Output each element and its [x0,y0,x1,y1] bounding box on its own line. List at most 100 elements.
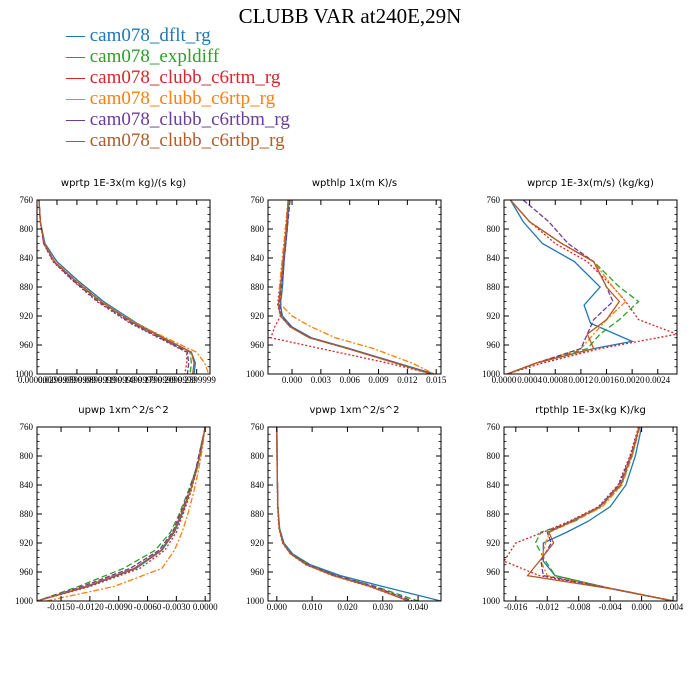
panel-title: wprcp 1E-3x(m/s) (kg/kg) [527,178,654,189]
legend-label: cam078_expldiff [89,46,220,67]
legend-item-c6rtp: — cam078_clubb_c6rtp_rg [66,88,290,109]
y-tick-label: 760 [251,422,265,432]
x-tick-label: -0.012 [536,602,559,612]
y-tick-label: 800 [487,451,501,461]
y-tick-label: 840 [251,253,265,263]
x-tick-label: 0.000 [267,602,288,612]
x-tick-label: 0.0599999 [58,375,97,385]
plot-frame [36,426,211,602]
series-line [38,200,188,374]
y-tick-label: 800 [251,451,265,461]
legend-label: cam078_dflt_rg [89,25,211,46]
panel-title: wpthlp 1x(m K)/s [312,178,397,189]
x-tick-label: -0.016 [504,602,528,612]
series-line [276,427,413,601]
y-tick-label: 800 [251,224,265,234]
y-tick-label: 760 [20,422,34,432]
series-line [46,427,206,601]
legend-marker: — [66,88,90,109]
series-line [534,427,674,601]
plot-frame [503,199,678,375]
series-line [506,200,621,374]
x-tick-label: 0.0020 [620,375,645,385]
x-tick-label: 0.0000 [492,375,517,385]
series-line [542,427,674,601]
series-line [37,427,206,601]
series-line [278,200,435,374]
series-line [38,200,190,374]
y-tick-label: 960 [487,567,501,577]
panel-1: wprtp 1E-3x(m kg)/(s kg) 760 800 840 880 920 9… [15,178,216,385]
y-tick-label: 840 [251,480,265,490]
x-tick-label: 0.0899999 [78,375,117,385]
y-tick-label: 960 [20,340,34,350]
x-tick-label: 0.2099999 [158,375,197,385]
y-tick-label: 1000 [482,596,501,606]
y-tick-label: 920 [20,311,34,321]
x-tick-label: 0.012 [397,375,417,385]
legend-item-c6rtbm: — cam078_clubb_c6rtbm_rg [66,109,290,130]
legend: — cam078_dflt_rg — cam078_expldiff — cam… [66,25,290,151]
series-line [278,200,433,374]
x-tick-label: 0.006 [340,375,361,385]
series-line [540,427,674,601]
series-line [276,427,441,601]
y-tick-label: 880 [487,282,501,292]
x-tick-label: 0.010 [302,602,323,612]
x-tick-label: -0.004 [599,602,623,612]
legend-item-dflt: — cam078_dflt_rg [66,25,290,46]
y-tick-label: 760 [20,195,34,205]
y-tick-label: 920 [251,538,265,548]
series-line [277,200,432,374]
series-line [37,427,206,601]
x-tick-label: 0.0004 [517,375,542,385]
x-tick-label: 0.030 [373,602,394,612]
series-line [276,427,410,601]
series-line [38,200,195,374]
y-tick-label: 960 [20,567,34,577]
x-tick-label: 0.000 [631,602,652,612]
panel-4: upwp 1xm^2/s^2 760 800 840 880 920 960 1000 -0.0… [15,405,218,612]
x-tick-label: 0.0012 [569,375,594,385]
panel-title: rtpthlp 1E-3x(kg K)/kg [535,405,646,416]
x-tick-label: -0.0060 [134,602,162,612]
series-line [277,200,432,374]
y-tick-label: 1000 [246,369,265,379]
y-tick-label: 760 [251,195,265,205]
plot-frame [503,426,678,602]
x-tick-label: -0.0150 [47,602,75,612]
x-tick-label: 0.0024 [645,375,670,385]
x-tick-label: -0.0030 [162,602,190,612]
y-tick-label: 920 [487,538,501,548]
x-tick-label: 0.0000 [193,602,218,612]
x-tick-label: 0.0016 [594,375,619,385]
x-tick-label: 0.020 [337,602,358,612]
panel-title: vpwp 1xm^2/s^2 [309,405,399,416]
panel-6: rtpthlp 1E-3x(kg K)/kg 760 800 840 880 920 960… [482,405,684,612]
legend-marker: — [66,25,90,46]
x-tick-label: -0.0120 [76,602,104,612]
series-line [276,427,419,601]
y-tick-label: 800 [20,224,34,234]
y-tick-label: 880 [251,509,265,519]
x-tick-label: -0.008 [567,602,591,612]
y-tick-label: 880 [20,509,34,519]
plot-frame [267,199,442,375]
y-tick-label: 1000 [246,596,265,606]
y-tick-label: 800 [20,451,34,461]
x-tick-label: 0.015 [426,375,447,385]
x-tick-label: 0.003 [311,375,332,385]
y-tick-label: 920 [487,311,501,321]
legend-item-expldiff: — cam078_expldiff [66,46,290,67]
x-tick-label: 0.004 [663,602,684,612]
legend-marker: — [66,109,90,130]
series-line [276,427,409,601]
series-line [540,427,675,601]
panel-2: wpthlp 1x(m K)/s 760 800 840 880 920 960 1000 0.… [246,178,447,385]
y-tick-label: 960 [251,340,265,350]
x-tick-label: -0.0090 [105,602,133,612]
y-tick-label: 760 [487,422,501,432]
series-line [526,427,674,601]
y-tick-label: 1000 [15,369,34,379]
y-tick-label: 920 [251,311,265,321]
